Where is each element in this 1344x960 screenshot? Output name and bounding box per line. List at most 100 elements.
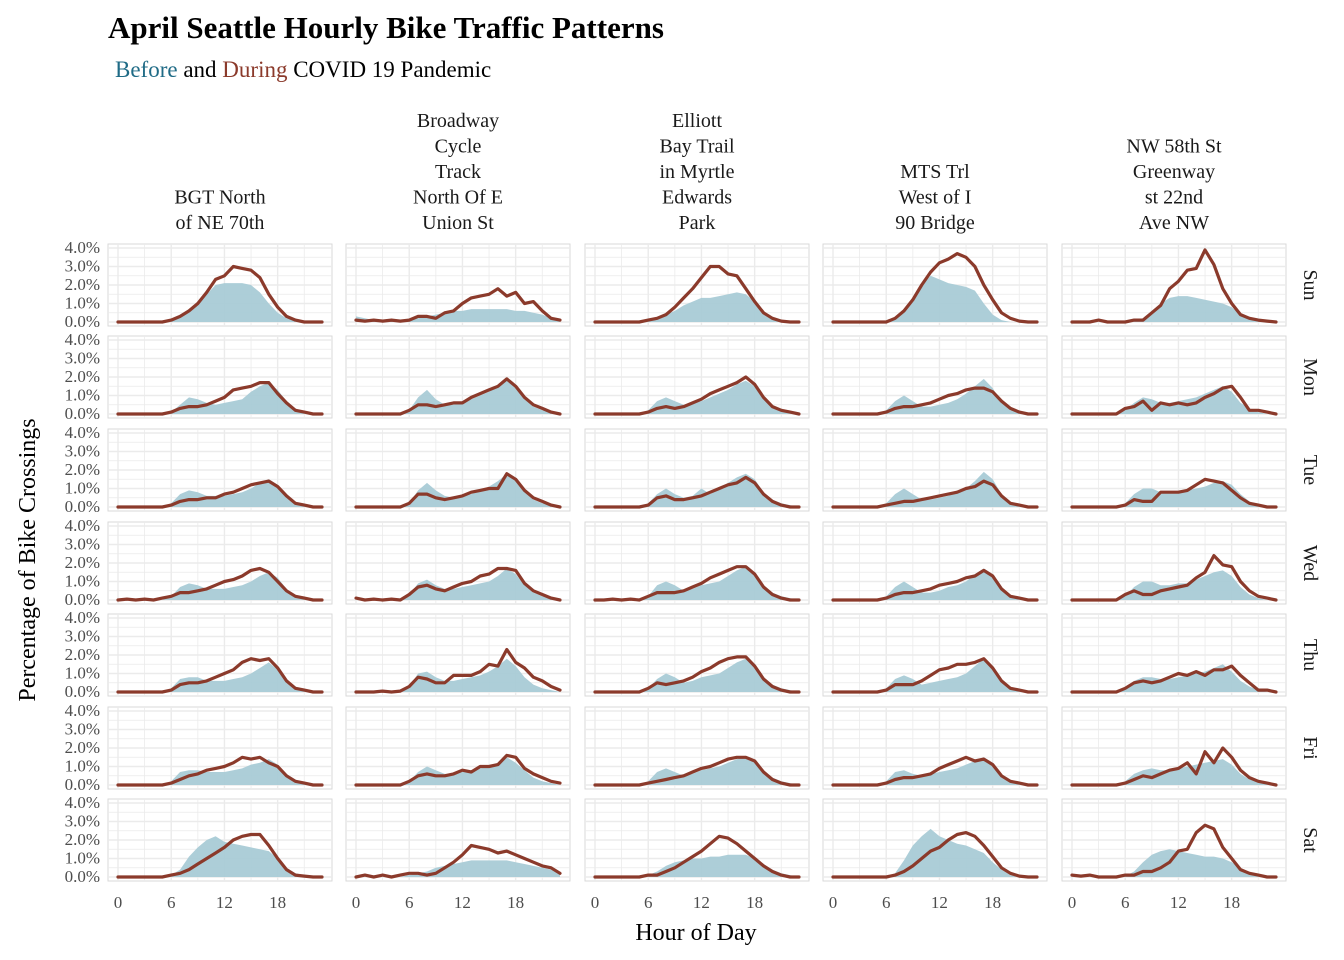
before-area-sat-0 bbox=[118, 836, 322, 877]
x-tick-label: 6 bbox=[882, 893, 891, 912]
x-tick-label: 18 bbox=[1223, 893, 1240, 912]
x-tick-label: 12 bbox=[454, 893, 471, 912]
during-line-wed-4 bbox=[1070, 554, 1278, 602]
facet-label-location: Park bbox=[679, 212, 716, 234]
y-tick-label: 0.0% bbox=[65, 404, 100, 423]
y-tick-label: 1.0% bbox=[65, 386, 100, 405]
during-line-wed-1 bbox=[354, 566, 562, 602]
during-line-sat-3 bbox=[831, 831, 1039, 879]
during-line-mon-3 bbox=[831, 386, 1039, 416]
facet-label-location: Track bbox=[435, 161, 481, 183]
during-line-sat-0 bbox=[116, 832, 324, 879]
before-area-tue-0 bbox=[118, 479, 322, 507]
facet-label-location: Ave NW bbox=[1139, 212, 1209, 234]
y-tick-label: 3.0% bbox=[65, 535, 100, 554]
subtitle-rest: COVID 19 Pandemic bbox=[287, 57, 492, 82]
during-line-tue-1 bbox=[354, 472, 562, 509]
chart-title: April Seattle Hourly Bike Traffic Patter… bbox=[108, 10, 664, 45]
during-line-thu-4 bbox=[1070, 664, 1278, 694]
x-tick-label: 12 bbox=[931, 893, 948, 912]
x-tick-label: 18 bbox=[984, 893, 1001, 912]
x-tick-label: 12 bbox=[216, 893, 233, 912]
during-line-tue-3 bbox=[831, 479, 1039, 509]
before-area-fri-1 bbox=[356, 757, 560, 785]
y-tick-label: 2.0% bbox=[65, 367, 100, 386]
during-line-sun-4 bbox=[1070, 248, 1278, 324]
y-tick-label: 3.0% bbox=[65, 720, 100, 739]
before-area-sat-3 bbox=[833, 828, 1037, 877]
x-tick-label: 6 bbox=[405, 893, 414, 912]
during-line-fri-4 bbox=[1070, 746, 1278, 787]
facet-label-day: Mon bbox=[1299, 358, 1321, 396]
facet-label-location: 90 Bridge bbox=[895, 212, 975, 234]
during-line-sat-2 bbox=[593, 834, 801, 879]
before-area-sat-4 bbox=[1072, 849, 1276, 877]
y-tick-label: 4.0% bbox=[65, 701, 100, 720]
x-axis-title: Hour of Day bbox=[635, 920, 756, 946]
facet-label-location: Broadway bbox=[417, 110, 499, 132]
y-tick-label: 2.0% bbox=[65, 460, 100, 479]
facet-label-day: Sun bbox=[1299, 269, 1321, 300]
before-area-thu-0 bbox=[118, 662, 322, 692]
y-tick-label: 1.0% bbox=[65, 294, 100, 313]
during-line-sun-0 bbox=[116, 264, 324, 324]
x-tick-label: 18 bbox=[269, 893, 286, 912]
y-tick-label: 2.0% bbox=[65, 830, 100, 849]
x-tick-label: 0 bbox=[114, 893, 123, 912]
before-area-sun-2 bbox=[595, 292, 799, 322]
x-tick-label: 0 bbox=[591, 893, 600, 912]
facet-label-location: in Myrtle bbox=[660, 161, 735, 183]
during-line-fri-2 bbox=[593, 755, 801, 787]
subtitle-and: and bbox=[177, 57, 223, 82]
subtitle-during: During bbox=[222, 57, 288, 82]
during-line-sun-3 bbox=[831, 252, 1039, 324]
during-line-mon-0 bbox=[116, 381, 324, 416]
facet-label-day: Sat bbox=[1299, 827, 1321, 853]
y-tick-label: 1.0% bbox=[65, 479, 100, 498]
subtitle-before: Before bbox=[115, 57, 178, 82]
before-area-thu-3 bbox=[833, 658, 1037, 692]
before-area-sat-2 bbox=[595, 854, 799, 877]
facet-label-location: Elliott bbox=[672, 110, 722, 132]
before-area-fri-4 bbox=[1072, 759, 1276, 785]
facet-label-day: Fri bbox=[1299, 736, 1321, 760]
before-area-thu-2 bbox=[595, 658, 799, 692]
y-tick-label: 3.0% bbox=[65, 812, 100, 831]
before-area-sun-1 bbox=[356, 309, 560, 322]
before-area-mon-1 bbox=[356, 378, 560, 414]
facet-label-location: North Of E bbox=[413, 187, 503, 209]
y-tick-label: 4.0% bbox=[65, 516, 100, 535]
y-tick-label: 0.0% bbox=[65, 682, 100, 701]
before-area-wed-3 bbox=[833, 568, 1037, 600]
y-tick-label: 4.0% bbox=[65, 608, 100, 627]
y-tick-label: 2.0% bbox=[65, 645, 100, 664]
x-tick-label: 6 bbox=[644, 893, 653, 912]
during-line-sat-4 bbox=[1070, 823, 1278, 879]
facet-label-location: NW 58th St bbox=[1126, 136, 1222, 158]
y-axis-title: Percentage of Bike Crossings bbox=[15, 418, 41, 701]
before-area-tue-2 bbox=[595, 473, 799, 507]
before-area-sun-4 bbox=[1072, 296, 1276, 322]
before-area-tue-1 bbox=[356, 473, 560, 507]
before-area-tue-4 bbox=[1072, 481, 1276, 507]
y-tick-label: 1.0% bbox=[65, 664, 100, 683]
during-line-sun-2 bbox=[593, 264, 801, 324]
y-tick-label: 0.0% bbox=[65, 775, 100, 794]
before-area-thu-1 bbox=[356, 658, 560, 692]
during-line-tue-0 bbox=[116, 479, 324, 509]
during-line-thu-1 bbox=[354, 647, 562, 694]
before-area-fri-2 bbox=[595, 757, 799, 785]
before-area-mon-2 bbox=[595, 380, 799, 414]
x-tick-label: 18 bbox=[746, 893, 763, 912]
x-tick-label: 18 bbox=[507, 893, 524, 912]
before-area-fri-3 bbox=[833, 757, 1037, 785]
facet-label-day: Thu bbox=[1299, 639, 1321, 671]
y-tick-label: 1.0% bbox=[65, 572, 100, 591]
x-tick-label: 6 bbox=[1121, 893, 1130, 912]
y-tick-label: 1.0% bbox=[65, 849, 100, 868]
during-line-tue-4 bbox=[1070, 477, 1278, 509]
during-line-thu-2 bbox=[593, 655, 801, 694]
y-tick-label: 0.0% bbox=[65, 867, 100, 886]
facet-label-location: MTS Trl bbox=[900, 161, 970, 183]
